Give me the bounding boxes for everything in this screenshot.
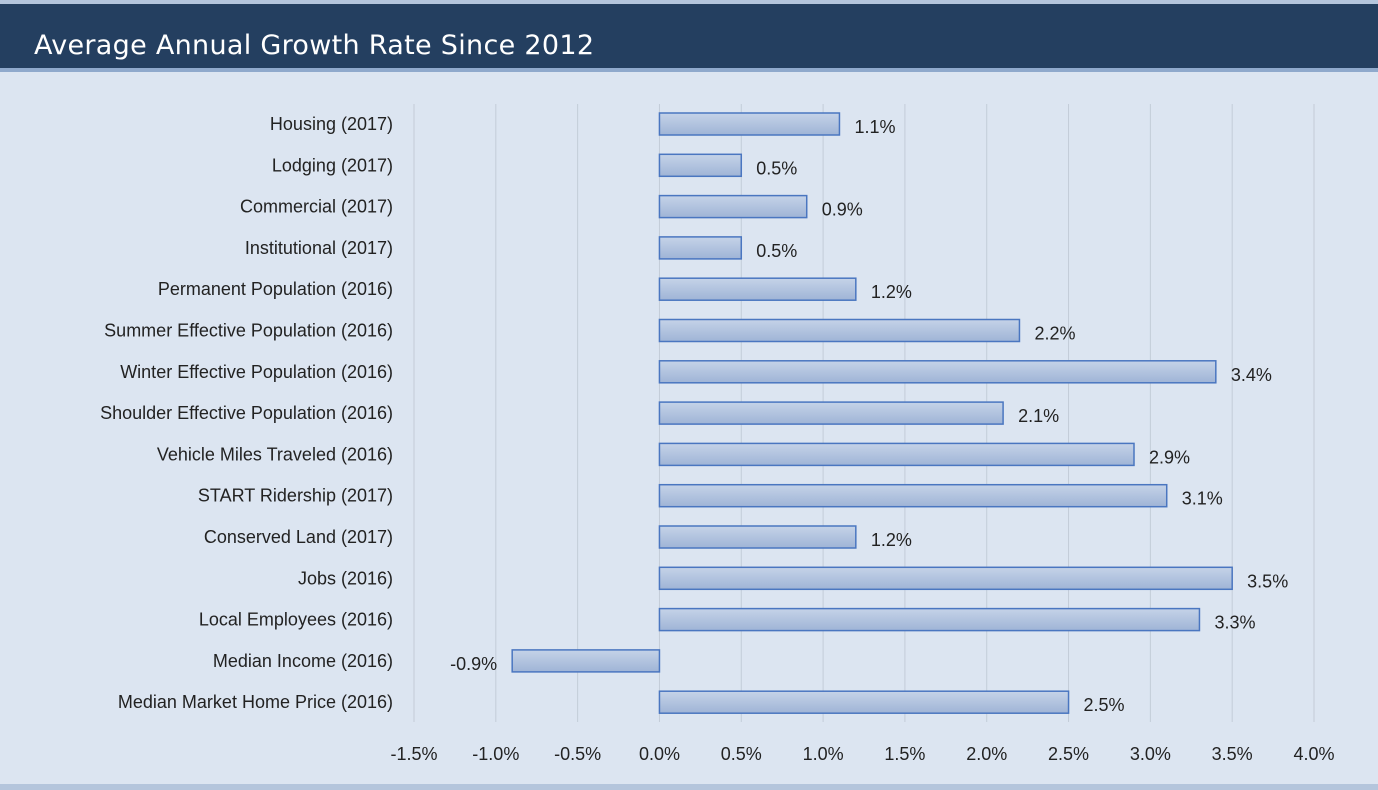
bar	[658, 483, 1168, 508]
category-label: START Ridership (2017)	[198, 486, 393, 506]
data-label: 3.1%	[1182, 489, 1223, 509]
data-label: 1.2%	[871, 530, 912, 550]
bar	[511, 649, 661, 673]
x-tick-label: -1.0%	[472, 744, 519, 764]
data-label: 2.5%	[1084, 695, 1125, 715]
bar	[658, 401, 1004, 425]
bar	[658, 153, 743, 178]
x-tick-labels: -1.5% -1.0% -0.5% 0.0% 0.5% 1.0% 1.5% 2.0% 2.5% 3…	[390, 744, 1334, 764]
category-label: Permanent Population (2016)	[158, 279, 393, 299]
bar	[658, 566, 1233, 591]
bar	[658, 112, 841, 136]
category-label: Conserved Land (2017)	[204, 527, 393, 547]
data-label: 1.1%	[854, 117, 895, 137]
data-labels: 1.1% 0.5% 0.9% 0.5% 1.2% 2.2% 3.4% 2.1% 2.9% 3.1%…	[450, 117, 1288, 715]
category-label: Local Employees (2016)	[199, 610, 393, 630]
data-label: 0.5%	[756, 158, 797, 178]
x-tick-label: 4.0%	[1293, 744, 1334, 764]
bar	[658, 194, 808, 219]
category-label: Median Market Home Price (2016)	[118, 692, 393, 712]
x-tick-label: 1.0%	[803, 744, 844, 764]
data-label: 3.4%	[1231, 365, 1272, 385]
bar	[658, 690, 1070, 714]
x-tick-label: -1.5%	[390, 744, 437, 764]
data-label: 2.1%	[1018, 406, 1059, 426]
data-label: 2.9%	[1149, 447, 1190, 467]
bar	[658, 525, 857, 549]
top-rule	[0, 0, 1378, 4]
category-label: Shoulder Effective Population (2016)	[100, 403, 393, 423]
bar	[658, 360, 1217, 384]
category-labels: Housing (2017) Lodging (2017) Commercial (…	[100, 114, 393, 712]
category-label: Summer Effective Population (2016)	[104, 321, 393, 341]
data-label: 1.2%	[871, 282, 912, 302]
x-tick-label: 2.5%	[1048, 744, 1089, 764]
bar	[658, 277, 857, 301]
bar	[658, 236, 743, 260]
bottom-rule	[0, 784, 1378, 790]
header-bar: Average Annual Growth Rate Since 2012	[0, 4, 1378, 68]
x-tick-label: 3.0%	[1130, 744, 1171, 764]
data-label: 0.9%	[822, 200, 863, 220]
data-label: 0.5%	[756, 241, 797, 261]
category-label: Vehicle Miles Traveled (2016)	[157, 444, 393, 464]
bar	[658, 607, 1201, 632]
chart-title: Average Annual Growth Rate Since 2012	[34, 30, 595, 61]
data-label: 3.3%	[1214, 613, 1255, 633]
x-tick-label: 0.5%	[721, 744, 762, 764]
data-label: -0.9%	[450, 654, 497, 674]
x-tick-label: 1.5%	[884, 744, 925, 764]
category-label: Commercial (2017)	[240, 197, 393, 217]
x-tick-label: 0.0%	[639, 744, 680, 764]
category-label: Median Income (2016)	[213, 651, 393, 671]
header-accent-rule	[0, 68, 1378, 72]
bar	[658, 442, 1135, 467]
x-tick-label: -0.5%	[554, 744, 601, 764]
x-tick-label: 3.5%	[1212, 744, 1253, 764]
x-tick-label: 2.0%	[966, 744, 1007, 764]
category-label: Jobs (2016)	[298, 568, 393, 588]
bar	[658, 318, 1021, 343]
data-label: 2.2%	[1034, 324, 1075, 344]
category-label: Winter Effective Population (2016)	[120, 362, 393, 382]
data-label: 3.5%	[1247, 571, 1288, 591]
bars	[511, 112, 1233, 714]
category-label: Lodging (2017)	[272, 155, 393, 175]
category-label: Institutional (2017)	[245, 238, 393, 258]
category-label: Housing (2017)	[270, 114, 393, 134]
